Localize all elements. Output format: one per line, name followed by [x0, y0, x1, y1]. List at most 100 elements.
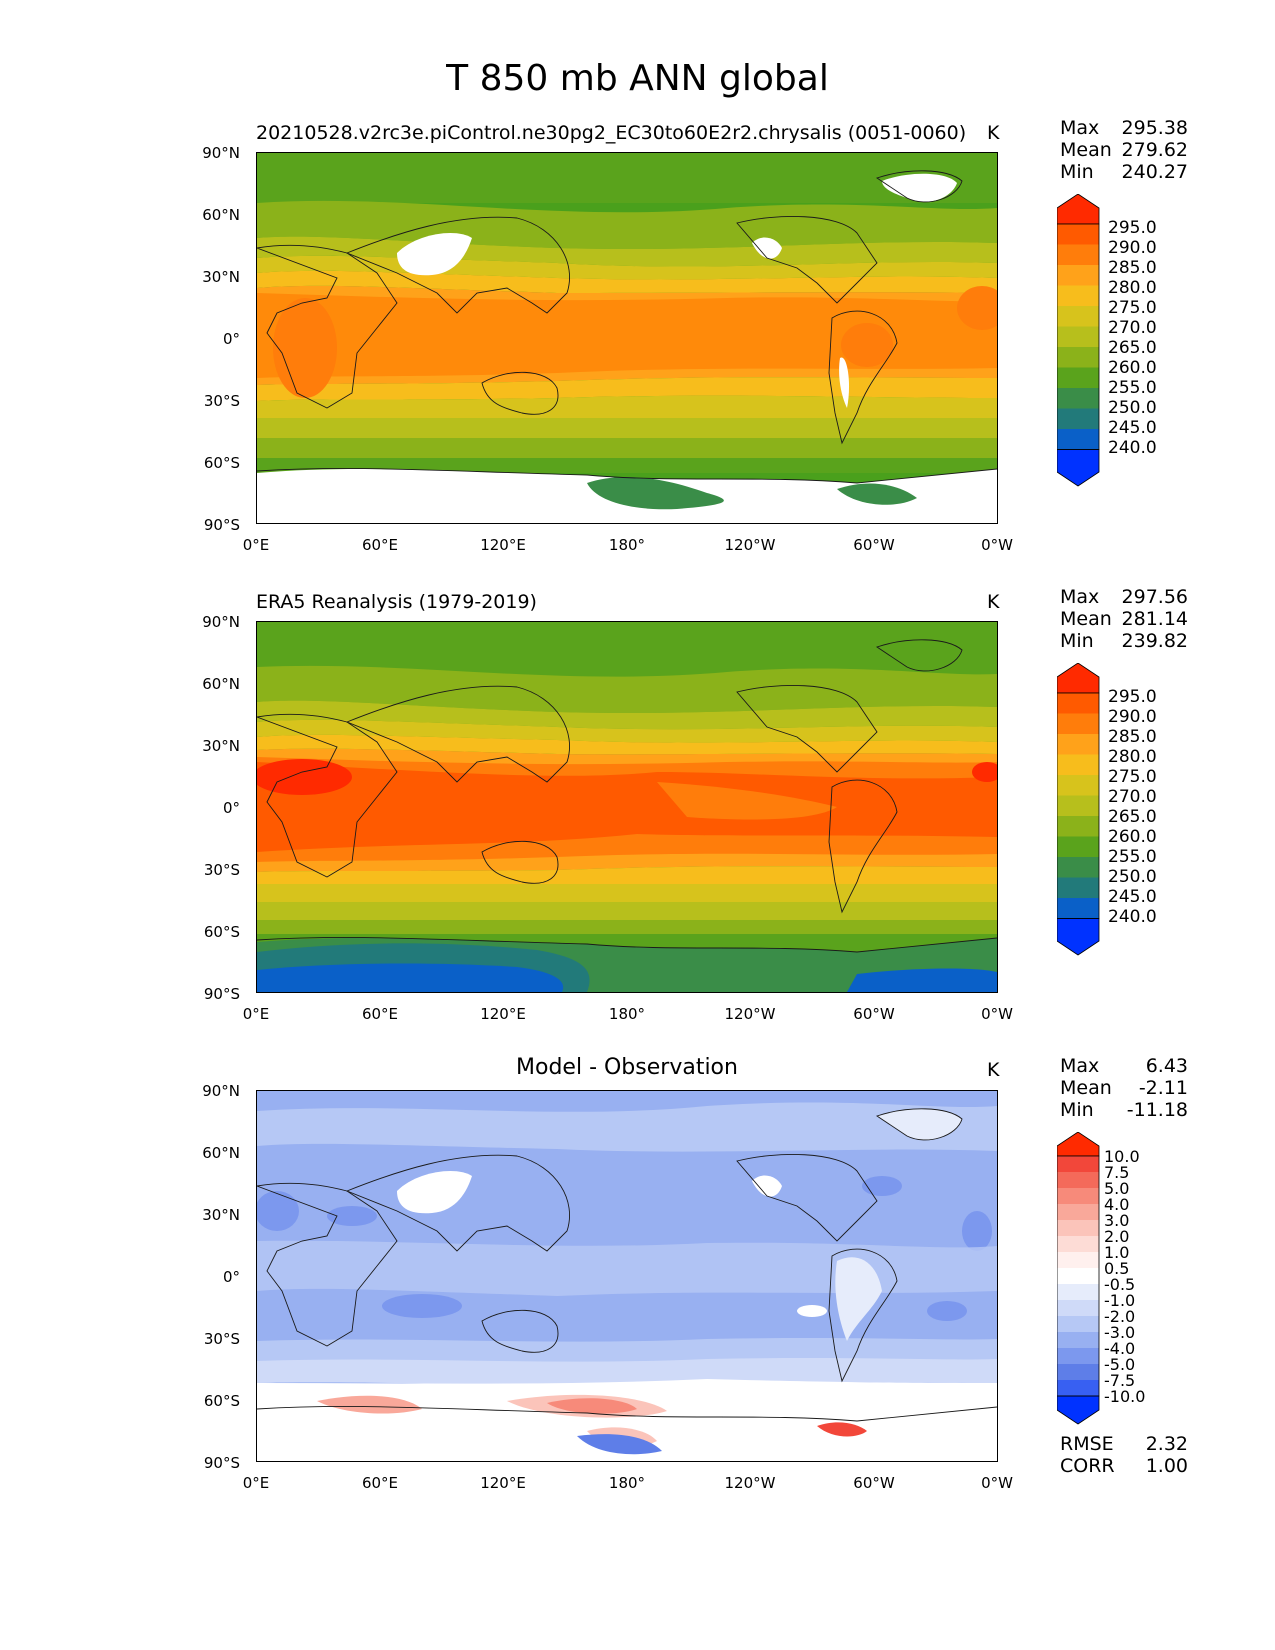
x-tick-label: 0°E: [242, 536, 270, 554]
metrics-block: RMSE 2.32 CORR 1.00: [1060, 1433, 1188, 1477]
colorbar-tick: -4.0: [1104, 1339, 1136, 1358]
x-tick-label: 0°W: [981, 1474, 1013, 1492]
colorbar-tick: -3.0: [1104, 1323, 1136, 1342]
panel-title: 20210528.v2rc3e.piControl.ne30pg2_EC30to…: [256, 122, 967, 144]
y-tick-label: 90°N: [202, 613, 240, 631]
corr-label: CORR: [1060, 1455, 1115, 1477]
colorbar-tick: 5.0: [1104, 1179, 1130, 1198]
colorbar-tick: 270.0: [1108, 318, 1157, 338]
stats-block: Max 295.38 Mean 279.62 Min 240.27: [1060, 117, 1188, 183]
colorbar-levels: 10.0 7.5 5.0 4.0 3.0 2.0 1.0 0.5 -0.5 -1…: [1104, 1149, 1145, 1405]
y-tick-label: 0°: [222, 1268, 240, 1286]
colorbar-tick: 250.0: [1108, 398, 1157, 418]
colorbar-tick: 1.0: [1104, 1243, 1130, 1262]
panel-title: Model - Observation: [516, 1055, 738, 1080]
colorbar-tick: 265.0: [1108, 338, 1157, 358]
colorbar-tick: -7.5: [1104, 1371, 1136, 1390]
stat-max-value: 295.38: [1121, 117, 1188, 139]
x-tick-label: 60°E: [361, 1474, 399, 1492]
stat-min-value: -11.18: [1126, 1099, 1188, 1121]
stat-max-label: Max: [1060, 586, 1100, 608]
x-tick-label: 60°E: [361, 536, 399, 554]
colorbar-tick: -1.0: [1104, 1291, 1136, 1310]
x-tick-label: 120°W: [724, 536, 776, 554]
stat-min-value: 240.27: [1121, 161, 1188, 183]
colorbar-levels: 295.0 290.0 285.0 280.0 275.0 270.0 265.…: [1108, 687, 1157, 927]
stat-min-label: Min: [1060, 161, 1094, 183]
x-tick-label: 120°W: [724, 1474, 776, 1492]
x-tick-label: 180°: [608, 536, 646, 554]
stat-mean-value: -2.11: [1138, 1077, 1188, 1099]
colorbar-tick: 245.0: [1108, 887, 1157, 907]
x-tick-label: 60°W: [853, 536, 895, 554]
stat-max-label: Max: [1060, 117, 1100, 139]
colorbar-tick: 240.0: [1108, 438, 1157, 458]
colorbar-tick: 290.0: [1108, 238, 1157, 258]
coastlines: [257, 170, 997, 484]
x-tick-label: 60°W: [853, 1005, 895, 1023]
stat-mean-label: Mean: [1060, 608, 1112, 630]
x-tick-label: 0°W: [981, 536, 1013, 554]
colorbar-tick: -5.0: [1104, 1355, 1136, 1374]
x-tick-label: 180°: [608, 1474, 646, 1492]
y-tick-label: 0°: [222, 799, 240, 817]
colorbar-tick: 2.0: [1104, 1227, 1130, 1246]
y-tick-label: 60°S: [203, 1392, 240, 1410]
temperature-field-observation: [257, 622, 997, 992]
colorbar-tick: 295.0: [1108, 218, 1157, 238]
y-tick-label: 90°S: [203, 985, 240, 1003]
y-tick-label: 90°S: [203, 516, 240, 534]
stat-mean-label: Mean: [1060, 139, 1112, 161]
colorbar-tick: 255.0: [1108, 378, 1157, 398]
panel-title: ERA5 Reanalysis (1979-2019): [256, 591, 537, 613]
y-tick-label: 90°N: [202, 144, 240, 162]
colorbar-tick: 7.5: [1104, 1163, 1130, 1182]
colorbar-levels: 295.0 290.0 285.0 280.0 275.0 270.0 265.…: [1108, 218, 1157, 458]
x-tick-label: 120°E: [480, 536, 526, 554]
colorbar-tick: 245.0: [1108, 418, 1157, 438]
coastlines: [257, 639, 997, 953]
corr-value: 1.00: [1145, 1455, 1188, 1477]
map-model: [256, 152, 998, 524]
y-tick-label: 30°S: [203, 1330, 240, 1348]
y-tick-label: 30°N: [202, 268, 240, 286]
colorbar-tick: -10.0: [1104, 1387, 1146, 1406]
stat-max-value: 297.56: [1121, 586, 1188, 608]
colorbar-tick: 260.0: [1108, 827, 1157, 847]
colorbar-tick: 265.0: [1108, 807, 1157, 827]
units-label: K: [987, 1059, 1000, 1081]
colorbar-tick: 275.0: [1108, 298, 1157, 318]
y-tick-label: 60°N: [202, 206, 240, 224]
colorbar-tick: -2.0: [1104, 1307, 1136, 1326]
colorbar-difference: [1057, 1132, 1100, 1425]
colorbar-tick: 280.0: [1108, 278, 1157, 298]
y-tick-label: 0°: [222, 330, 240, 348]
stat-mean-value: 281.14: [1121, 608, 1188, 630]
x-tick-label: 60°E: [361, 1005, 399, 1023]
units-label: K: [987, 122, 1000, 144]
y-tick-label: 90°N: [202, 1082, 240, 1100]
stat-max-value: 6.43: [1145, 1055, 1188, 1077]
colorbar-tick: 3.0: [1104, 1211, 1130, 1230]
x-tick-label: 120°E: [480, 1005, 526, 1023]
colorbar-tick: 260.0: [1108, 358, 1157, 378]
rmse-label: RMSE: [1060, 1433, 1114, 1455]
y-tick-label: 90°S: [203, 1454, 240, 1472]
colorbar-tick: 0.5: [1104, 1259, 1130, 1278]
colorbar-model: [1057, 194, 1100, 487]
x-tick-label: 180°: [608, 1005, 646, 1023]
stat-min-label: Min: [1060, 1099, 1094, 1121]
units-label: K: [987, 591, 1000, 613]
rmse-value: 2.32: [1145, 1433, 1188, 1455]
colorbar-tick: 280.0: [1108, 747, 1157, 767]
stat-mean-value: 279.62: [1121, 139, 1188, 161]
colorbar-tick: 295.0: [1108, 687, 1157, 707]
colorbar-tick: -0.5: [1104, 1275, 1136, 1294]
y-tick-label: 30°N: [202, 1206, 240, 1224]
colorbar-tick: 270.0: [1108, 787, 1157, 807]
map-difference: [256, 1090, 998, 1462]
x-tick-label: 120°E: [480, 1474, 526, 1492]
x-tick-label: 0°W: [981, 1005, 1013, 1023]
x-tick-label: 120°W: [724, 1005, 776, 1023]
y-tick-label: 30°S: [203, 861, 240, 879]
